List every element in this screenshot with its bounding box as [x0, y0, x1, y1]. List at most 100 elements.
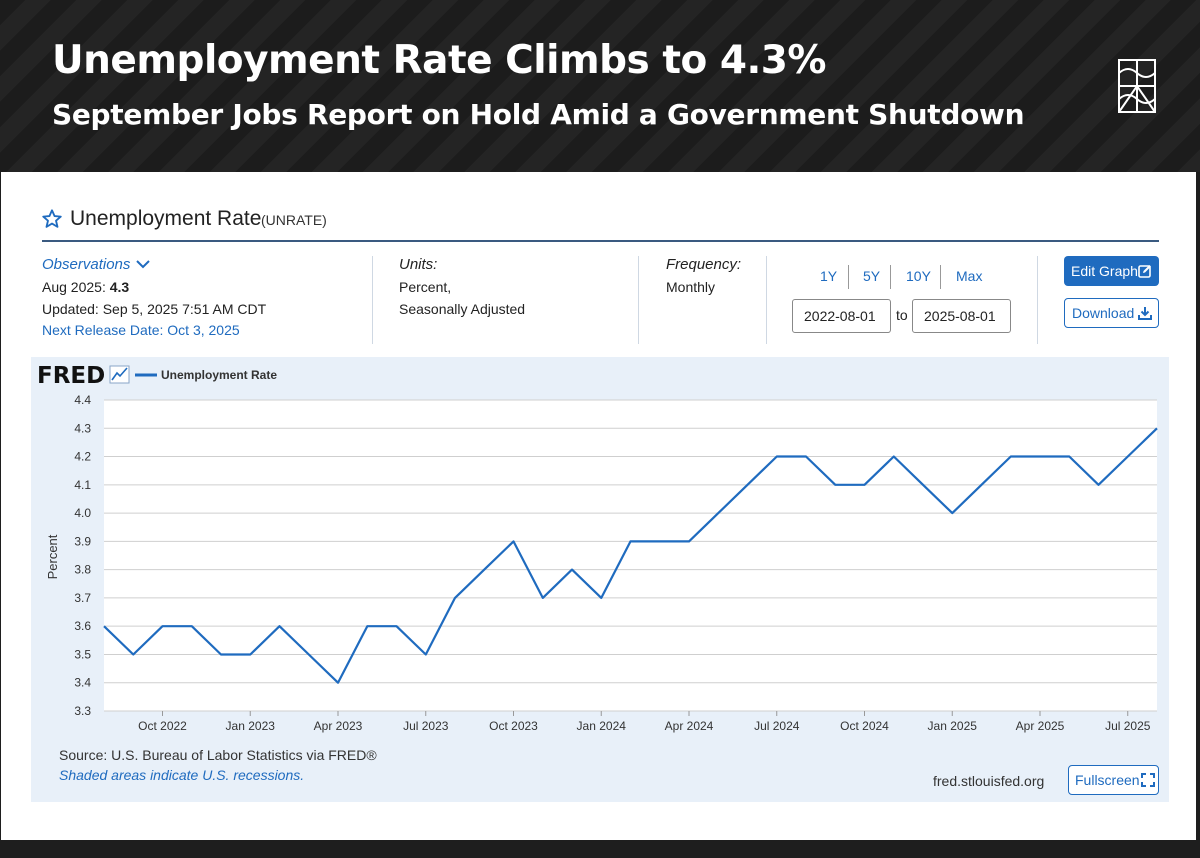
- series-line-unemployment-rate[interactable]: [103, 427, 1158, 684]
- x-tick-label: Apr 2025: [1016, 719, 1065, 733]
- chevron-down-icon[interactable]: [135, 256, 151, 272]
- data-point[interactable]: [745, 482, 751, 488]
- data-point[interactable]: [569, 567, 575, 573]
- data-point[interactable]: [394, 623, 400, 629]
- data-point[interactable]: [774, 454, 780, 460]
- data-point[interactable]: [1008, 454, 1014, 460]
- x-tick-label: Jan 2023: [226, 719, 276, 733]
- column-divider: [1037, 256, 1038, 344]
- data-point[interactable]: [1037, 454, 1043, 460]
- edit-icon: [1138, 265, 1151, 278]
- data-point[interactable]: [335, 680, 341, 686]
- column-divider: [766, 256, 767, 344]
- data-point[interactable]: [715, 510, 721, 516]
- title-divider: [42, 240, 1159, 242]
- range-5y-button[interactable]: 5Y: [863, 268, 881, 284]
- download-button[interactable]: Download: [1064, 298, 1159, 328]
- edit-graph-label: Edit Graph: [1071, 263, 1138, 279]
- data-point[interactable]: [452, 595, 458, 601]
- x-tick-label: Oct 2024: [840, 719, 889, 733]
- x-tick-label: Jul 2023: [403, 719, 449, 733]
- start-date-input[interactable]: 2022-08-01: [792, 299, 891, 333]
- range-divider: [940, 265, 941, 289]
- headline: Unemployment Rate Climbs to 4.3%: [52, 38, 827, 83]
- x-tick-label: Jul 2025: [1105, 719, 1151, 733]
- y-tick-label: 4.1: [74, 478, 91, 492]
- unemployment-line-chart[interactable]: FRED Unemployment Rate 4.4 4.3 4.2 4.1 4.0 3.…: [31, 357, 1169, 747]
- data-point[interactable]: [481, 567, 487, 573]
- fullscreen-label: Fullscreen: [1075, 772, 1140, 788]
- y-tick-label: 3.8: [74, 563, 91, 577]
- range-divider: [848, 265, 849, 289]
- data-point[interactable]: [189, 623, 195, 629]
- x-tick-label: Jan 2025: [928, 719, 978, 733]
- data-point[interactable]: [218, 651, 224, 657]
- y-tick-label: 3.7: [74, 591, 91, 605]
- site-url[interactable]: fred.stlouisfed.org: [933, 773, 1045, 789]
- favorite-star-icon[interactable]: [41, 208, 63, 230]
- data-point[interactable]: [1125, 454, 1131, 460]
- subheadline: September Jobs Report on Hold Amid a Gov…: [52, 98, 1025, 131]
- download-icon: [1138, 307, 1152, 320]
- series-title: Unemployment Rate: [70, 207, 262, 230]
- data-point[interactable]: [920, 482, 926, 488]
- data-point[interactable]: [862, 482, 868, 488]
- brand-logo-icon: [1118, 59, 1156, 113]
- plot-area: [104, 400, 1157, 711]
- y-axis-label: Percent: [45, 534, 60, 579]
- next-release-link[interactable]: Next Release Date: Oct 3, 2025: [42, 322, 240, 338]
- data-point[interactable]: [949, 510, 955, 516]
- data-point[interactable]: [832, 482, 838, 488]
- data-point[interactable]: [1154, 425, 1160, 431]
- range-max-button[interactable]: Max: [956, 268, 983, 284]
- data-point[interactable]: [803, 454, 809, 460]
- date-range-to-label: to: [896, 307, 908, 323]
- data-point[interactable]: [891, 454, 897, 460]
- data-point[interactable]: [511, 538, 517, 544]
- data-point[interactable]: [160, 623, 166, 629]
- y-tick-label: 4.3: [74, 421, 91, 435]
- data-point[interactable]: [247, 651, 253, 657]
- units-line-2: Seasonally Adjusted: [399, 301, 526, 317]
- data-point[interactable]: [306, 651, 312, 657]
- range-1y-button[interactable]: 1Y: [820, 268, 838, 284]
- data-point[interactable]: [130, 651, 136, 657]
- data-point[interactable]: [101, 623, 107, 629]
- latest-observation: Aug 2025: 4.3: [42, 279, 129, 295]
- y-tick-label: 3.9: [74, 534, 91, 548]
- y-tick-label: 3.6: [74, 619, 91, 633]
- data-point[interactable]: [277, 623, 283, 629]
- observations-toggle[interactable]: Observations: [42, 256, 131, 273]
- fullscreen-button[interactable]: Fullscreen: [1068, 765, 1159, 795]
- data-point[interactable]: [1066, 454, 1072, 460]
- column-divider: [638, 256, 639, 344]
- data-point[interactable]: [686, 538, 692, 544]
- fred-brand-logo: FRED: [37, 363, 105, 389]
- chart-panel: FRED Unemployment Rate 4.4 4.3 4.2 4.1 4.0 3.…: [31, 357, 1169, 802]
- data-point[interactable]: [364, 623, 370, 629]
- range-divider: [890, 265, 891, 289]
- data-point[interactable]: [657, 538, 663, 544]
- range-10y-button[interactable]: 10Y: [906, 268, 931, 284]
- y-tick-label: 3.4: [74, 676, 91, 690]
- data-point[interactable]: [979, 482, 985, 488]
- data-point[interactable]: [598, 595, 604, 601]
- y-tick-label: 4.0: [74, 506, 91, 520]
- edit-graph-button[interactable]: Edit Graph: [1064, 256, 1159, 286]
- end-date-input[interactable]: 2025-08-01: [912, 299, 1011, 333]
- data-point[interactable]: [1096, 482, 1102, 488]
- data-point[interactable]: [628, 538, 634, 544]
- series-code: (UNRATE): [261, 212, 327, 228]
- y-tick-label: 4.4: [74, 393, 91, 407]
- source-note: Source: U.S. Bureau of Labor Statistics …: [59, 747, 377, 763]
- recession-note: Shaded areas indicate U.S. recessions.: [59, 767, 305, 783]
- latest-observation-label: Aug 2025:: [42, 279, 110, 295]
- x-tick-label: Jan 2024: [577, 719, 627, 733]
- data-point[interactable]: [540, 595, 546, 601]
- column-divider: [372, 256, 373, 344]
- units-label: Units:: [399, 256, 438, 273]
- legend-label: Unemployment Rate: [161, 368, 277, 382]
- data-point[interactable]: [423, 651, 429, 657]
- x-tick-label: Oct 2023: [489, 719, 538, 733]
- updated-timestamp: Updated: Sep 5, 2025 7:51 AM CDT: [42, 301, 267, 317]
